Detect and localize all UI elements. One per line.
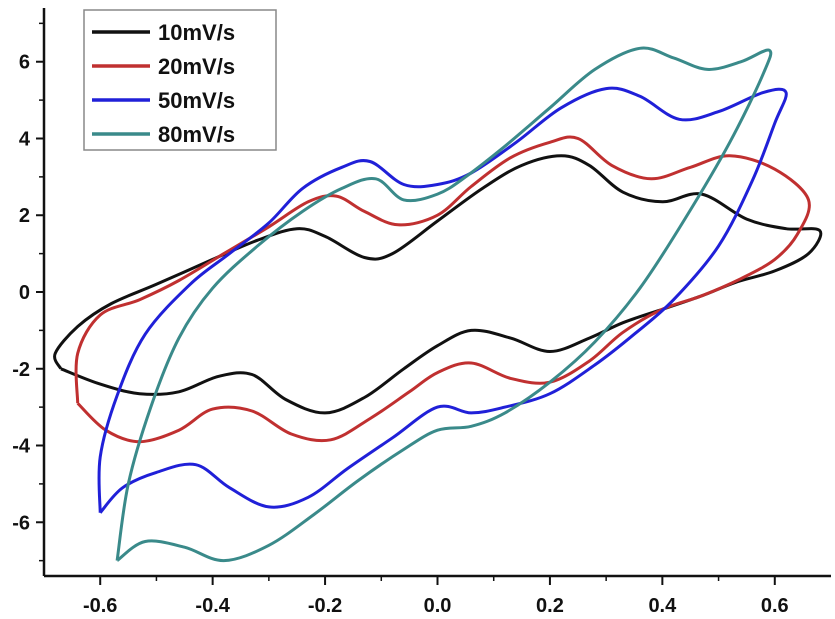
legend-items: 10mV/s 20mV/s 50mV/s 80mV/s: [92, 20, 235, 147]
x-tick-label: 0.4: [648, 595, 677, 617]
x-tick-label: -0.2: [308, 595, 342, 617]
x-tick-label: 0.6: [761, 595, 789, 617]
series-line-50mvs: [97, 86, 788, 514]
legend: 10mV/s 20mV/s 50mV/s 80mV/s: [83, 9, 277, 151]
legend-label: 50mV/s: [158, 88, 235, 113]
legend-label: 10mV/s: [158, 20, 235, 45]
x-tick-label: -0.6: [83, 595, 117, 617]
series-layer: [53, 46, 823, 563]
x-tick-label: 0.0: [424, 595, 452, 617]
y-tick-label: 4: [19, 128, 31, 150]
series-line-80mvs: [115, 46, 773, 563]
y-tick-label: 6: [19, 52, 30, 74]
series-line-20mvs: [74, 135, 811, 444]
y-tick-label: 0: [19, 282, 30, 304]
series-line-10mvs: [53, 154, 823, 415]
legend-label: 80mV/s: [158, 122, 235, 147]
y-tick-label: -4: [12, 436, 31, 458]
y-tick-label: -2: [12, 359, 30, 381]
y-tick-label: 2: [19, 205, 30, 227]
x-tick-label: 0.2: [536, 595, 564, 617]
x-ticks: -0.6 -0.4 -0.2 0.0 0.2 0.4 0.6: [83, 576, 789, 617]
x-tick-label: -0.4: [195, 595, 230, 617]
y-ticks: -6 -4 -2 0 2 4 6: [12, 22, 44, 562]
legend-label: 20mV/s: [158, 54, 235, 79]
y-tick-label: -6: [12, 512, 30, 534]
axes: -0.6 -0.4 -0.2 0.0 0.2 0.4 0.6 -6 -4 -2 0 2 4 6: [12, 8, 831, 617]
